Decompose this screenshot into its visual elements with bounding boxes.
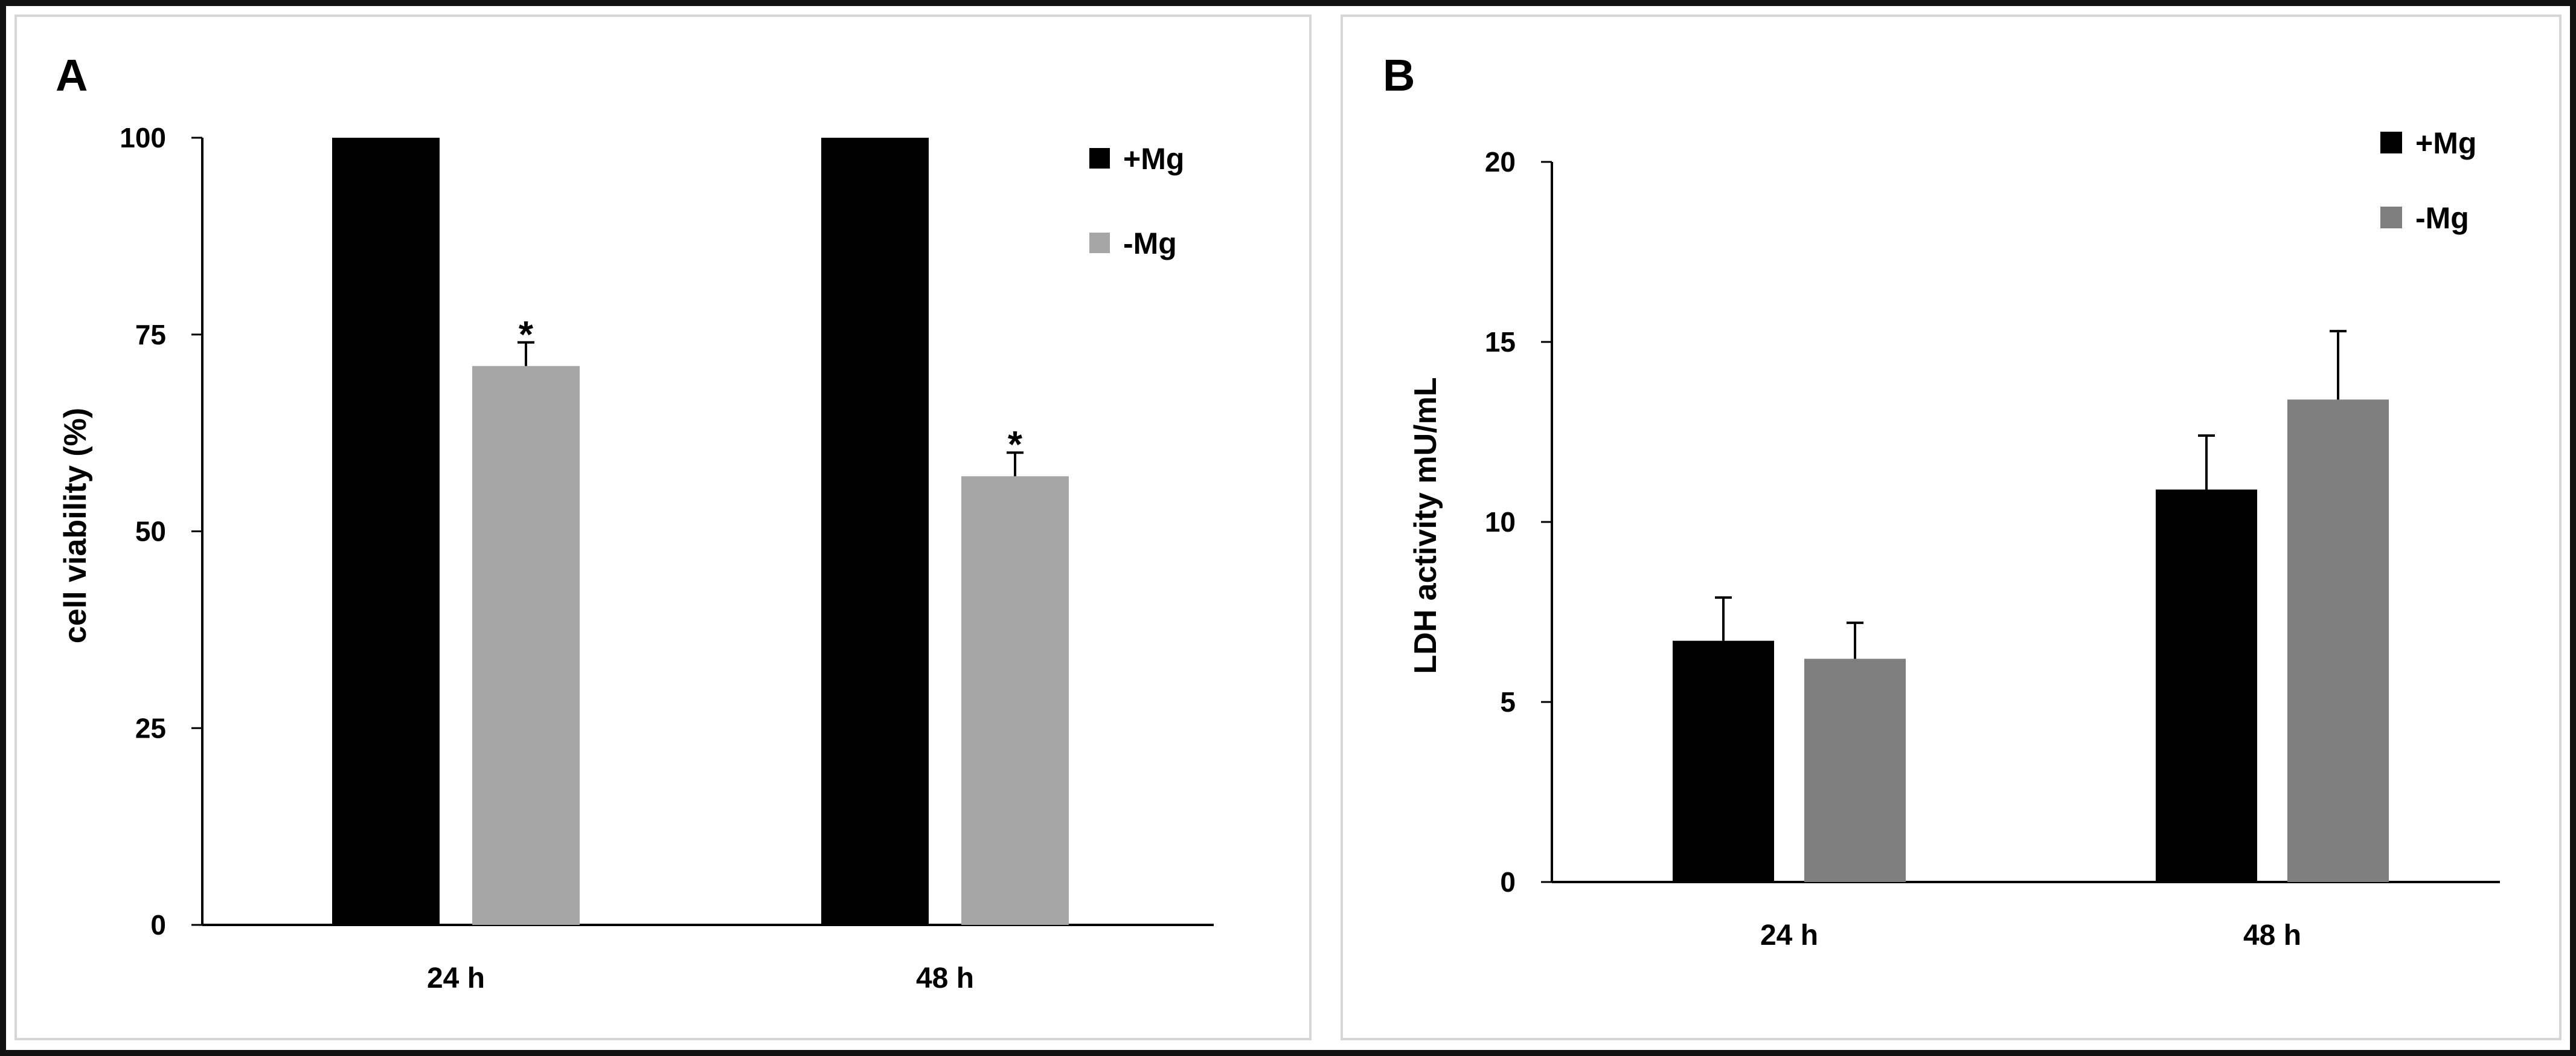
panel-b: B LDH activity mU/mL 0 5 10 15 20 24 h 48 h +… [1341,14,2562,1040]
x-category-label: 24 h [427,962,485,994]
bar-minusmg-48h [2287,399,2389,882]
bar-plusmg-24h [1673,640,1774,882]
y-tick-label: 20 [1485,146,1516,178]
legend-swatch [1089,233,1110,253]
panel-a-bars: ** [332,138,1069,925]
bar-minusmg-24h [472,365,580,925]
y-tick-label: 5 [1500,686,1516,718]
panel-a-categories: 24 h 48 h [427,962,974,994]
panel-b-legend: +Mg -Mg [2380,126,2476,235]
panel-b-letter: B [1383,50,1415,100]
panel-a-legend: +Mg -Mg [1089,142,1184,260]
legend-swatch [1089,148,1110,169]
y-tick-label: 0 [1500,866,1516,898]
legend-swatch [2380,132,2402,153]
y-tick-label: 25 [135,712,166,744]
y-tick-label: 15 [1485,326,1516,358]
y-tick-label: 50 [135,516,166,547]
panel-a-border [14,14,1312,1040]
bar-minusmg-24h [1804,658,1906,882]
bar-plusmg-24h [332,138,440,925]
panel-b-categories: 24 h 48 h [1760,919,2301,951]
panel-b-y-axis-title: LDH activity mU/mL [1408,377,1443,674]
panel-b-y-ticks: 0 5 10 15 20 [1485,146,1552,898]
bar-plusmg-48h [2156,489,2257,882]
legend-label: +Mg [1123,142,1184,176]
legend-swatch [2380,207,2402,228]
legend-label: +Mg [2415,126,2476,160]
x-category-label: 48 h [916,962,974,994]
y-tick-label: 10 [1485,506,1516,538]
panel-b-bars [1673,330,2389,882]
panel-a-letter: A [56,50,88,100]
panel-a-y-ticks: 0 25 50 75 100 [120,122,202,941]
bar-minusmg-48h [961,476,1069,925]
y-tick-label: 0 [150,909,166,941]
y-tick-label: 75 [135,319,166,350]
x-category-label: 24 h [1760,919,1818,951]
significance-marker: * [519,314,534,356]
significance-marker: * [1008,424,1023,466]
y-tick-label: 100 [120,122,166,153]
legend-label: -Mg [1123,227,1177,260]
x-category-label: 48 h [2243,919,2301,951]
bar-plusmg-48h [821,138,929,925]
legend-label: -Mg [2415,201,2469,235]
panel-a-y-axis-title: cell viability (%) [58,408,93,643]
